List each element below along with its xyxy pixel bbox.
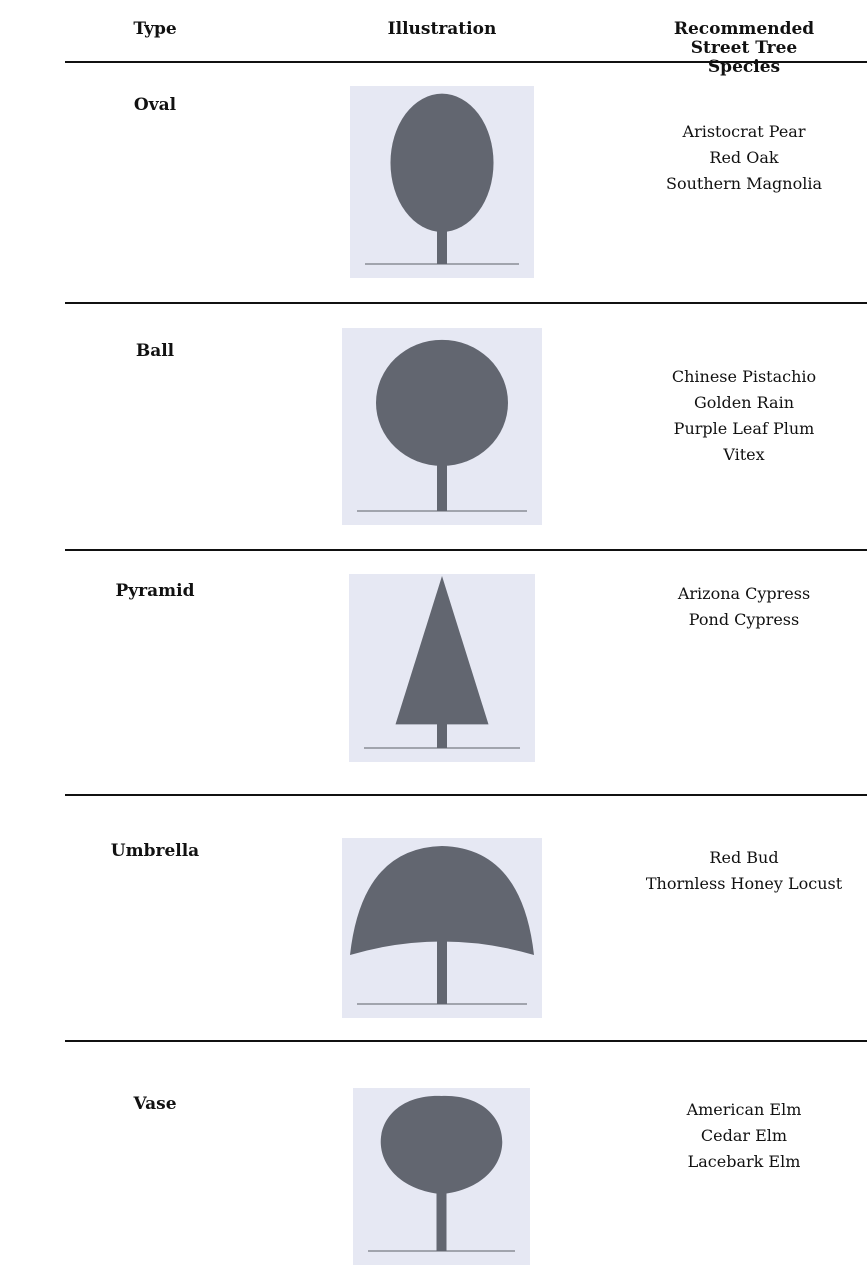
- row-rule: [65, 1040, 867, 1042]
- species-name: Red Oak: [709, 148, 779, 167]
- tree-trunk: [437, 937, 447, 1004]
- species-name: Thornless Honey Locust: [645, 874, 843, 893]
- header-illustration: Illustration: [387, 19, 497, 39]
- species-name: American Elm: [686, 1100, 802, 1119]
- species-name: Golden Rain: [693, 393, 794, 412]
- row-type: Ball: [135, 341, 175, 361]
- species-name: Arizona Cypress: [677, 584, 811, 603]
- tree-crown: [350, 846, 534, 955]
- species-name: Cedar Elm: [700, 1126, 788, 1145]
- row-type: Pyramid: [115, 581, 195, 601]
- tree-crown: [376, 339, 508, 466]
- species-name: Chinese Pistachio: [671, 367, 817, 386]
- header-rule: [65, 61, 867, 63]
- header-type: Type: [133, 19, 177, 39]
- species-name: Lacebark Elm: [687, 1152, 801, 1171]
- row-rule: [65, 794, 867, 796]
- species-name: Vitex: [723, 445, 765, 464]
- tree-crown: [380, 1095, 503, 1195]
- species-name: Pond Cypress: [688, 610, 800, 629]
- species-name: Aristocrat Pear: [682, 122, 806, 141]
- tree-trunk: [437, 436, 447, 511]
- species-name: Red Bud: [709, 848, 779, 867]
- species-name: Southern Magnolia: [665, 174, 822, 193]
- tree-crown: [395, 576, 489, 725]
- tree-trunk: [436, 1185, 447, 1251]
- row-rule: [65, 549, 867, 551]
- row-type: Oval: [133, 95, 177, 115]
- species-name: Purple Leaf Plum: [673, 419, 815, 438]
- header-species: Recommended Street Tree Species: [673, 19, 815, 77]
- tree-crown: [390, 93, 494, 232]
- row-rule: [65, 302, 867, 304]
- row-type: Vase: [133, 1094, 177, 1114]
- row-type: Umbrella: [110, 841, 200, 861]
